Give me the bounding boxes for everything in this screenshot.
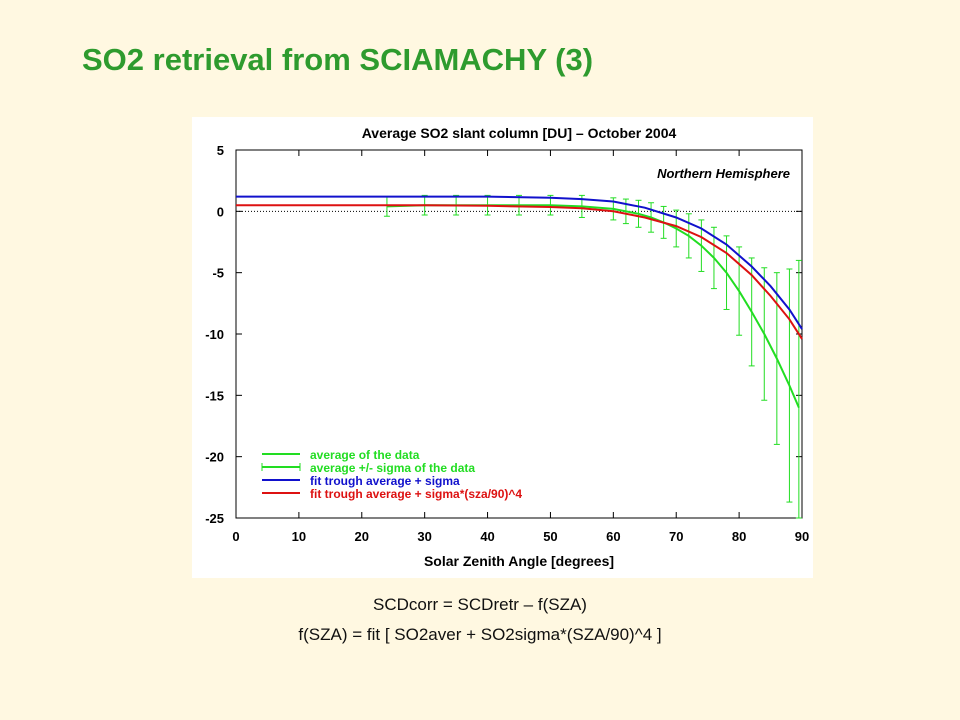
chart: Average SO2 slant column [DU] – October … (205, 125, 809, 569)
y-tick-label: -5 (212, 266, 224, 281)
y-tick-label: -10 (205, 327, 224, 342)
legend-label: fit trough average + sigma (310, 474, 460, 488)
series-average-line (386, 204, 800, 408)
legend-label: average of the data (310, 448, 420, 462)
chart-panel: Average SO2 slant column [DU] – October … (192, 117, 813, 578)
y-tick-label: 0 (217, 204, 224, 219)
x-tick-label: 60 (606, 529, 620, 544)
formula-line-1: SCDcorr = SCDretr – f(SZA) (373, 595, 587, 614)
legend-label: fit trough average + sigma*(sza/90)^4 (310, 487, 522, 501)
x-tick-label: 10 (292, 529, 306, 544)
series-layer (236, 194, 803, 519)
formula-line-2: f(SZA) = fit [ SO2aver + SO2sigma*(SZA/9… (298, 625, 662, 644)
legend-label: average +/- sigma of the data (310, 461, 475, 475)
x-tick-label: 70 (669, 529, 683, 544)
chart-title: Average SO2 slant column [DU] – October … (362, 125, 677, 141)
slide-title: SO2 retrieval from SCIAMACHY (3) (82, 42, 594, 77)
x-tick-label: 50 (543, 529, 557, 544)
x-tick-label: 40 (480, 529, 494, 544)
y-tick-label: -25 (205, 511, 224, 526)
x-tick-label: 80 (732, 529, 746, 544)
x-axis-label: Solar Zenith Angle [degrees] (424, 553, 614, 569)
y-tick-label: 5 (217, 143, 224, 158)
hemisphere-annotation: Northern Hemisphere (657, 166, 790, 181)
y-tick-label: -15 (205, 388, 224, 403)
x-tick-label: 0 (232, 529, 239, 544)
x-tick-label: 20 (355, 529, 369, 544)
y-tick-label: -20 (205, 450, 224, 465)
x-tick-label: 90 (795, 529, 809, 544)
series-fit-sza-line (236, 204, 803, 340)
series-fit-sigma-line (236, 195, 803, 330)
x-tick-label: 30 (417, 529, 431, 544)
